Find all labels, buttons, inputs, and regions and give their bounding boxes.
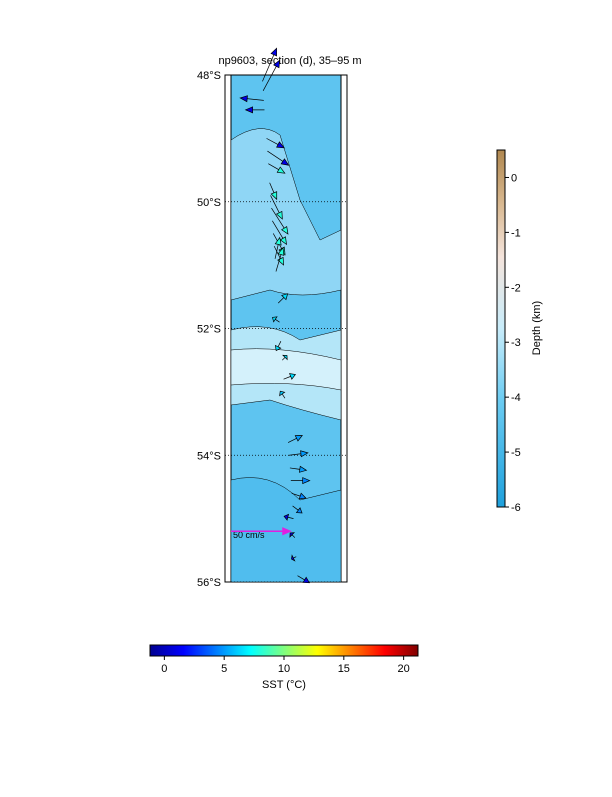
velocity-vector xyxy=(244,106,265,114)
lat-label: 52°S xyxy=(197,324,221,336)
velocity-vector xyxy=(283,513,294,521)
velocity-vector xyxy=(290,477,311,485)
velocity-vector xyxy=(266,138,285,149)
depth-label: Depth (km) xyxy=(531,301,543,355)
sst-tick-label: 15 xyxy=(338,663,350,675)
sst-colorbar xyxy=(149,644,419,657)
title: np9603, section (d), 35–95 m xyxy=(218,55,361,67)
velocity-vector xyxy=(271,207,289,235)
depth-tick-label: -4 xyxy=(511,392,521,404)
sst-tick-label: 5 xyxy=(221,663,227,675)
velocity-vector xyxy=(262,59,281,92)
velocity-vector xyxy=(289,465,308,473)
depth-tick-label: -1 xyxy=(511,227,521,239)
velocity-vector xyxy=(279,390,286,399)
velocity-vector xyxy=(274,341,282,352)
velocity-vector xyxy=(267,150,290,166)
velocity-vector xyxy=(272,220,287,246)
sst-tick-label: 0 xyxy=(161,663,167,675)
velocity-vector xyxy=(239,95,264,103)
lat-label: 54°S xyxy=(197,450,221,462)
depth-tick-label: -2 xyxy=(511,282,521,294)
velocity-vector xyxy=(288,450,309,458)
scale-label: 50 cm/s xyxy=(233,530,265,540)
velocity-vector xyxy=(270,195,283,220)
sst-tick-label: 20 xyxy=(398,663,410,675)
velocity-vector xyxy=(282,354,288,361)
lat-label: 50°S xyxy=(197,197,221,209)
velocity-vector xyxy=(291,492,307,500)
velocity-vector xyxy=(287,435,303,443)
velocity-vector xyxy=(283,373,297,380)
velocity-vector xyxy=(262,47,277,82)
sst-tick-label: 10 xyxy=(278,663,290,675)
velocity-vector xyxy=(277,293,289,304)
velocity-vector xyxy=(291,554,297,562)
depth-contour xyxy=(230,128,342,301)
velocity-vector xyxy=(272,316,280,323)
depth-tick-label: 0 xyxy=(511,172,517,184)
velocity-vector xyxy=(275,247,285,272)
lat-label: 48°S xyxy=(197,70,221,82)
velocity-vector xyxy=(289,532,296,538)
lat-label: 56°S xyxy=(197,577,221,589)
sst-label: SST (°C) xyxy=(262,679,306,691)
velocity-vector xyxy=(292,505,303,514)
depth-tick-label: -5 xyxy=(511,447,521,459)
velocity-vector xyxy=(273,245,284,266)
scale-arrow xyxy=(231,527,292,536)
velocity-vector xyxy=(269,182,278,201)
depth-contour xyxy=(230,348,342,391)
depth-tick-label: -6 xyxy=(511,502,521,514)
velocity-vector xyxy=(268,163,286,174)
velocity-vector xyxy=(297,575,310,584)
depth-colorbar xyxy=(496,149,506,508)
depth-tick-label: -3 xyxy=(511,337,521,349)
velocity-vector xyxy=(274,236,282,259)
